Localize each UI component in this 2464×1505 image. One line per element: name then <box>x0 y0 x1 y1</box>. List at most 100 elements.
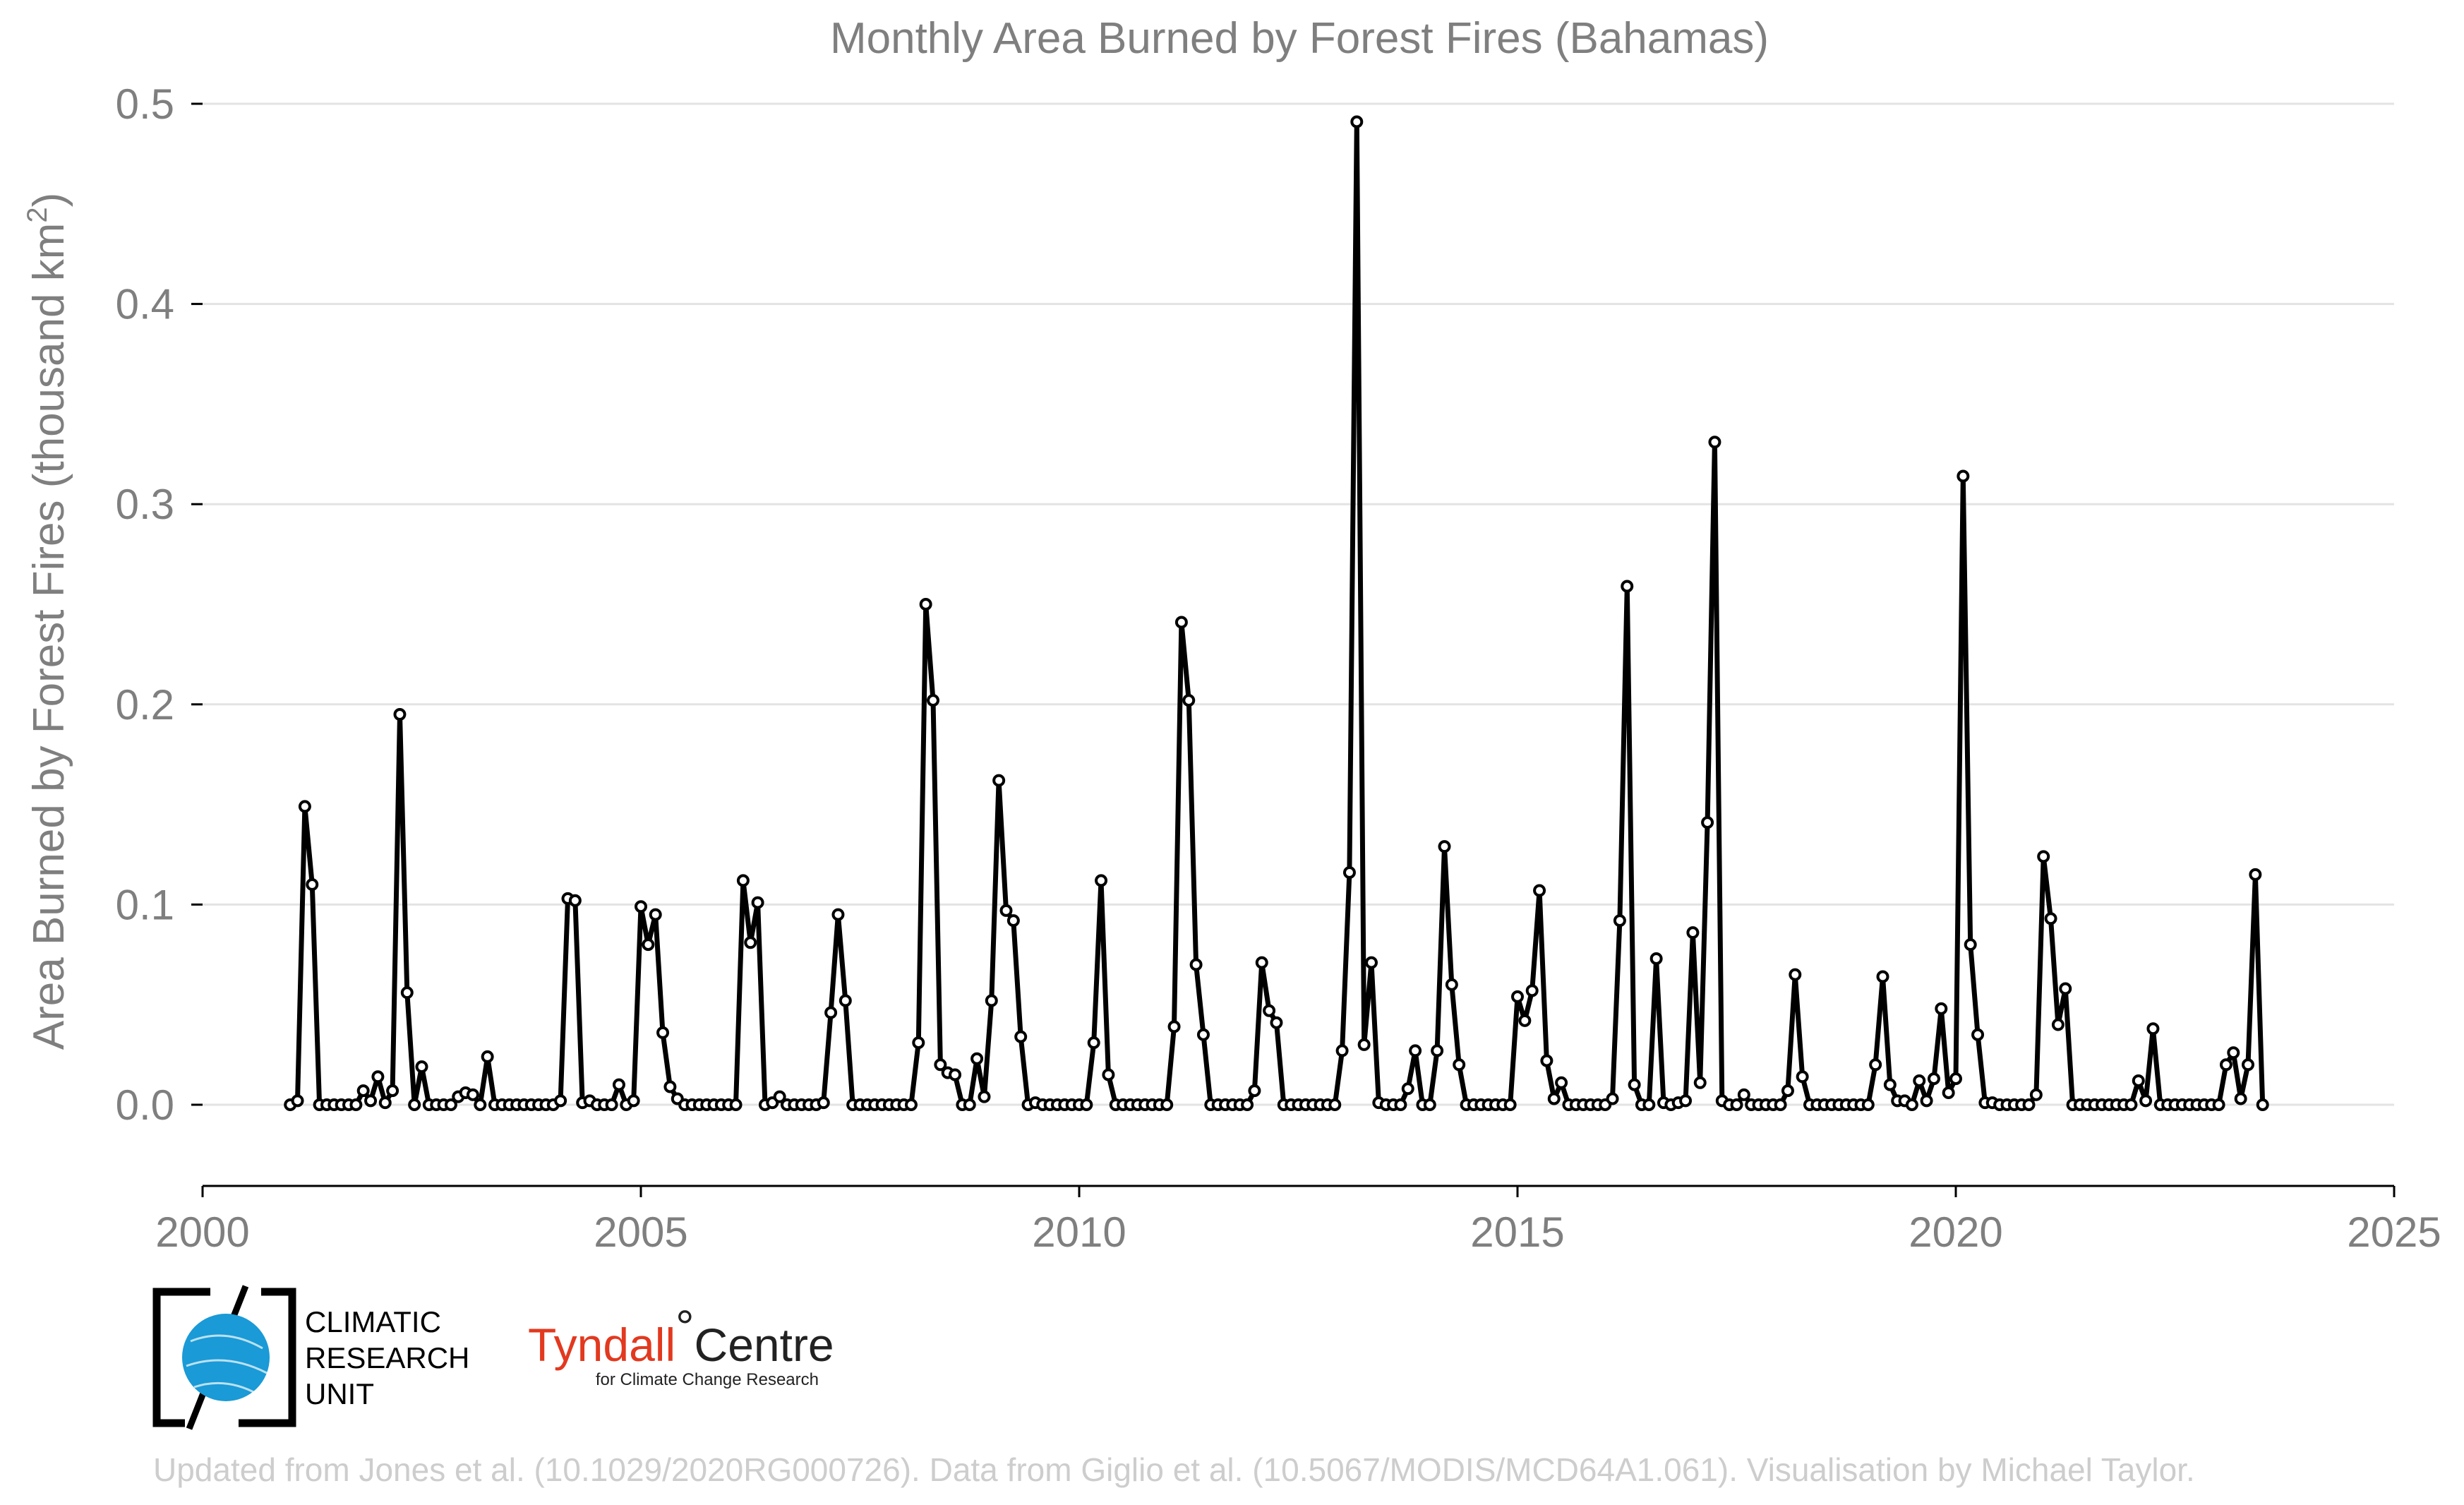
data-point <box>1920 1094 1933 1108</box>
data-point <box>949 1068 962 1081</box>
data-point <box>1942 1086 1955 1099</box>
data-point <box>1438 840 1451 853</box>
data-point <box>1876 970 1889 983</box>
data-point <box>1445 978 1458 991</box>
y-tick-label: 0.2 <box>116 681 174 728</box>
y-axis-label-main: Area Burned by Forest Fires (thousand km <box>25 223 73 1050</box>
data-point <box>386 1084 399 1098</box>
data-point <box>1796 1070 1809 1084</box>
data-point <box>1679 1094 1693 1108</box>
data-point <box>912 1036 925 1050</box>
data-point <box>466 1088 479 1101</box>
data-point <box>364 1094 378 1108</box>
cru-line-2: RESEARCH <box>305 1341 469 1374</box>
y-tick-label: 0.5 <box>116 80 174 128</box>
data-point <box>2029 1088 2043 1101</box>
data-point <box>985 994 998 1007</box>
data-point <box>1708 436 1721 449</box>
data-point <box>934 1058 947 1072</box>
data-point <box>1737 1088 1750 1101</box>
data-point <box>970 1052 984 1065</box>
x-tick-label: 2025 <box>2347 1209 2441 1256</box>
x-tick-label: 2000 <box>155 1209 249 1256</box>
data-point <box>415 1060 428 1074</box>
data-point <box>1014 1030 1028 1043</box>
data-point <box>474 1098 487 1111</box>
y-axis: 0.0 0.1 0.2 0.3 0.4 0.5 <box>116 80 203 1129</box>
data-point <box>1401 1082 1414 1096</box>
data-point <box>378 1096 392 1110</box>
data-point <box>904 1098 918 1111</box>
data-point <box>1503 1098 1517 1111</box>
data-point <box>978 1090 991 1103</box>
data-point <box>1730 1098 1743 1111</box>
data-point <box>1423 1098 1436 1111</box>
data-point <box>1357 1038 1371 1051</box>
data-point <box>627 1094 640 1108</box>
data-point <box>1613 914 1626 928</box>
y-tick-label: 0.4 <box>116 281 174 328</box>
x-axis: 2000 2005 2010 2015 2020 2025 <box>155 1185 2441 1256</box>
data-point <box>1263 1004 1276 1017</box>
data-point <box>1511 990 1524 1003</box>
y-tick-label: 0.3 <box>116 481 174 528</box>
data-point <box>1913 1074 1926 1087</box>
data-point <box>927 694 939 707</box>
data-point <box>408 1098 421 1111</box>
data-point <box>1621 580 1634 593</box>
data-point <box>1087 1036 1100 1050</box>
tyndall-word: Tyndall <box>528 1319 675 1371</box>
data-point <box>1335 1044 1349 1057</box>
data-point <box>736 874 750 887</box>
data-point <box>1409 1044 1422 1057</box>
cru-globe-icon <box>182 1314 270 1401</box>
data-point <box>1241 1098 1254 1111</box>
data-point <box>839 994 852 1007</box>
cru-line-1: CLIMATIC <box>305 1305 441 1338</box>
data-point <box>1957 469 1970 483</box>
tyndall-degree: ° <box>675 1300 694 1353</box>
data-point <box>568 894 582 907</box>
data-point <box>1394 1098 1407 1111</box>
data-point <box>1365 956 1378 969</box>
data-point <box>1525 984 1539 997</box>
data-point <box>1547 1092 1561 1105</box>
y-gridlines <box>203 102 2394 1106</box>
x-tick-label: 2020 <box>1909 1209 2002 1256</box>
data-point <box>919 598 932 611</box>
data-point <box>1540 1054 1553 1067</box>
data-point <box>356 1084 370 1098</box>
data-point <box>400 986 414 1000</box>
data-point <box>1160 1098 1174 1111</box>
data-point <box>1949 1072 1962 1086</box>
data-point <box>2256 1098 2269 1111</box>
data-point <box>649 908 662 921</box>
data-point <box>2044 912 2057 925</box>
data-point <box>1774 1098 1787 1111</box>
data-point <box>773 1090 786 1103</box>
data-point <box>2242 1058 2254 1072</box>
data-point <box>2219 1058 2232 1072</box>
data-point <box>2212 1098 2225 1111</box>
data-point <box>1102 1068 1115 1081</box>
data-point <box>744 936 757 949</box>
data-point <box>1781 1084 1794 1098</box>
data-point <box>999 904 1013 917</box>
data-point <box>393 707 407 721</box>
chart-title: Monthly Area Burned by Forest Fires (Bah… <box>830 14 1769 63</box>
credit-line: Updated from Jones et al. (10.1029/2020R… <box>153 1451 2195 1488</box>
data-point <box>481 1050 494 1063</box>
data-points <box>284 115 2269 1111</box>
x-tick-label: 2005 <box>594 1209 687 1256</box>
x-tick-label: 2010 <box>1032 1209 1126 1256</box>
data-point <box>605 1098 618 1111</box>
data-point <box>2146 1022 2160 1036</box>
data-point <box>2059 982 2072 995</box>
data-point <box>1431 1044 1444 1057</box>
data-point <box>817 1096 830 1110</box>
data-point <box>1686 926 1700 940</box>
cru-logo: CLIMATIC RESEARCH UNIT <box>152 1285 469 1430</box>
data-point <box>1006 914 1020 928</box>
data-point <box>1182 694 1196 707</box>
